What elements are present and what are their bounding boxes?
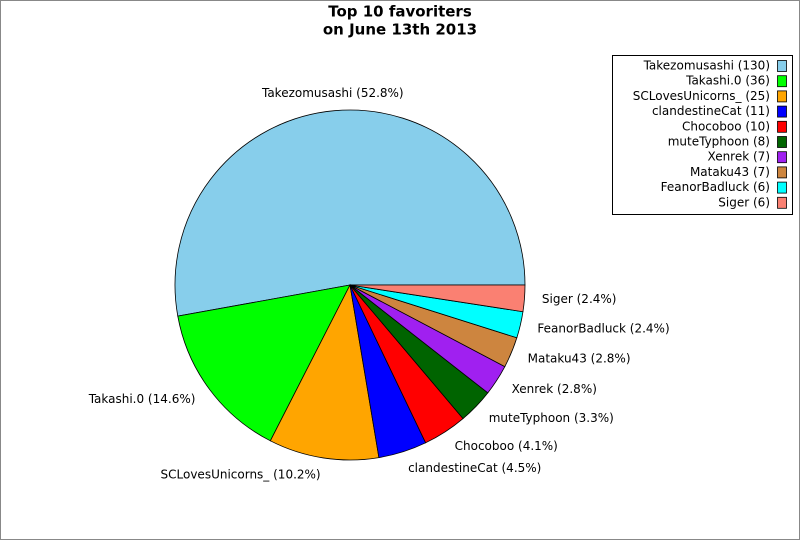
legend-swatch: [777, 75, 787, 88]
slice-label: FeanorBadluck (2.4%): [537, 321, 669, 335]
legend-label: muteTyphoon (8): [668, 135, 770, 149]
legend-label: FeanorBadluck (6): [661, 180, 770, 194]
pie-slice: [269, 283, 380, 461]
legend-label: Siger (6): [718, 195, 770, 209]
legend-swatch: [777, 196, 787, 209]
chart-title: Top 10 favoriters: [328, 3, 472, 21]
legend-swatch: [777, 90, 787, 103]
legend-label: Takashi.0 (36): [685, 74, 770, 88]
legend-label: clandestineCat (11): [652, 104, 770, 118]
legend-swatch: [777, 151, 787, 164]
slice-label: Siger (2.4%): [542, 292, 617, 306]
legend-swatch: [777, 181, 787, 194]
legend-swatch: [777, 166, 787, 179]
legend-swatch: [777, 136, 787, 148]
legend-swatch: [777, 60, 787, 72]
slice-label: SCLovesUnicorns_ (10.2%): [161, 468, 321, 482]
slice-label: Takezomusashi (52.8%): [261, 86, 404, 100]
slice-label: Takashi.0 (14.6%): [88, 392, 196, 406]
slice-label: muteTyphoon (3.3%): [489, 411, 614, 425]
legend-label: SCLovesUnicorns_ (25): [633, 89, 770, 103]
legend-label: Xenrek (7): [708, 150, 770, 164]
pie-slice: [349, 284, 526, 313]
pie-slice: [177, 284, 351, 442]
legend-swatch: [777, 105, 787, 118]
pie-slice: [174, 109, 526, 317]
slice-label: Chocoboo (4.1%): [455, 439, 558, 453]
slice-label: Mataku43 (2.8%): [528, 352, 631, 366]
legend-box: [612, 55, 793, 215]
legend-label: Mataku43 (7): [690, 165, 770, 179]
legend-label: Chocoboo (10): [682, 119, 770, 133]
chart-title: on June 13th 2013: [323, 21, 477, 39]
slice-label: clandestineCat (4.5%): [408, 461, 541, 475]
slice-label: Xenrek (2.8%): [512, 382, 597, 396]
legend-label: Takezomusashi (130): [643, 59, 770, 73]
legend-swatch: [777, 120, 787, 133]
